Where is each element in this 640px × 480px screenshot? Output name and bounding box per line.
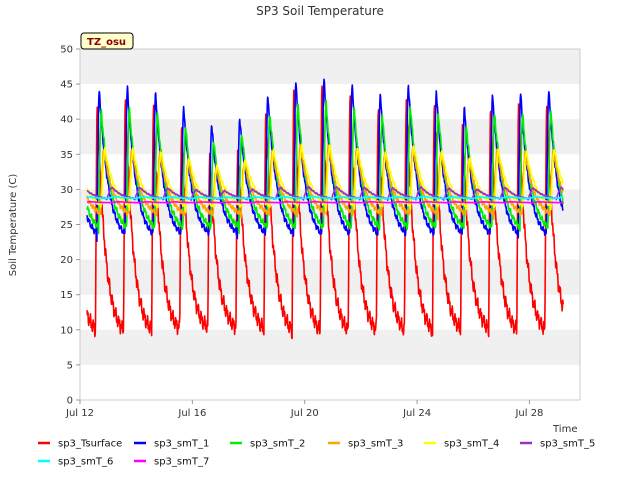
y-axis: 0 5 10 15 20 25 30 35 40 45 50 bbox=[60, 45, 80, 407]
legend-label-sp3_Tsurface: sp3_Tsurface bbox=[58, 439, 122, 450]
y-tick-label: 5 bbox=[67, 360, 73, 371]
y-tick-label: 0 bbox=[67, 396, 73, 407]
chart-title: SP3 Soil Temperature bbox=[256, 4, 384, 18]
y-tick-label: 40 bbox=[60, 115, 73, 126]
series-line-sp3_smT_1 bbox=[86, 78, 564, 243]
x-tick-label: Jul 20 bbox=[290, 408, 319, 419]
legend-label-sp3_smT_3: sp3_smT_3 bbox=[348, 439, 403, 450]
legend-label-sp3_smT_2: sp3_smT_2 bbox=[250, 439, 305, 450]
series-line-sp3_smT_7 bbox=[86, 200, 564, 204]
legend-label-sp3_smT_4: sp3_smT_4 bbox=[444, 439, 499, 450]
x-tick-label: Jul 28 bbox=[514, 408, 543, 419]
legend: sp3_Tsurface sp3_smT_1 sp3_smT_2 sp3_smT_3 s… bbox=[38, 439, 595, 468]
svg-text:TZ_osu: TZ_osu bbox=[87, 37, 126, 48]
legend-label-sp3_smT_5: sp3_smT_5 bbox=[540, 439, 595, 450]
y-tick-label: 10 bbox=[60, 325, 73, 336]
y-tick-label: 50 bbox=[60, 45, 73, 56]
x-tick-label: Jul 24 bbox=[402, 408, 431, 419]
station-badge: TZ_osu bbox=[80, 32, 134, 50]
y-tick-label: 35 bbox=[60, 150, 73, 161]
series-layer bbox=[86, 78, 564, 340]
y-tick-label: 20 bbox=[60, 255, 73, 266]
y-tick-label: 15 bbox=[60, 290, 73, 301]
y-tick-label: 30 bbox=[60, 185, 73, 196]
y-tick-label: 25 bbox=[60, 220, 73, 231]
x-axis-title: Time bbox=[552, 424, 577, 435]
grid-band bbox=[80, 259, 580, 295]
grid-band bbox=[80, 329, 580, 365]
grid-band bbox=[80, 49, 580, 85]
series-line-sp3_smT_2 bbox=[86, 99, 564, 235]
y-axis-title: Soil Temperature (C) bbox=[8, 174, 19, 277]
legend-label-sp3_smT_6: sp3_smT_6 bbox=[58, 457, 113, 468]
x-tick-label: Jul 12 bbox=[65, 408, 94, 419]
legend-label-sp3_smT_7: sp3_smT_7 bbox=[154, 457, 209, 468]
series-line-sp3_smT_3 bbox=[86, 144, 564, 221]
y-tick-label: 45 bbox=[60, 80, 73, 91]
legend-label-sp3_smT_1: sp3_smT_1 bbox=[154, 439, 209, 450]
x-axis: Jul 12 Jul 16 Jul 20 Jul 24 Jul 28 bbox=[65, 400, 543, 419]
x-tick-label: Jul 16 bbox=[177, 408, 206, 419]
series-line-sp3_smT_6 bbox=[86, 195, 564, 200]
